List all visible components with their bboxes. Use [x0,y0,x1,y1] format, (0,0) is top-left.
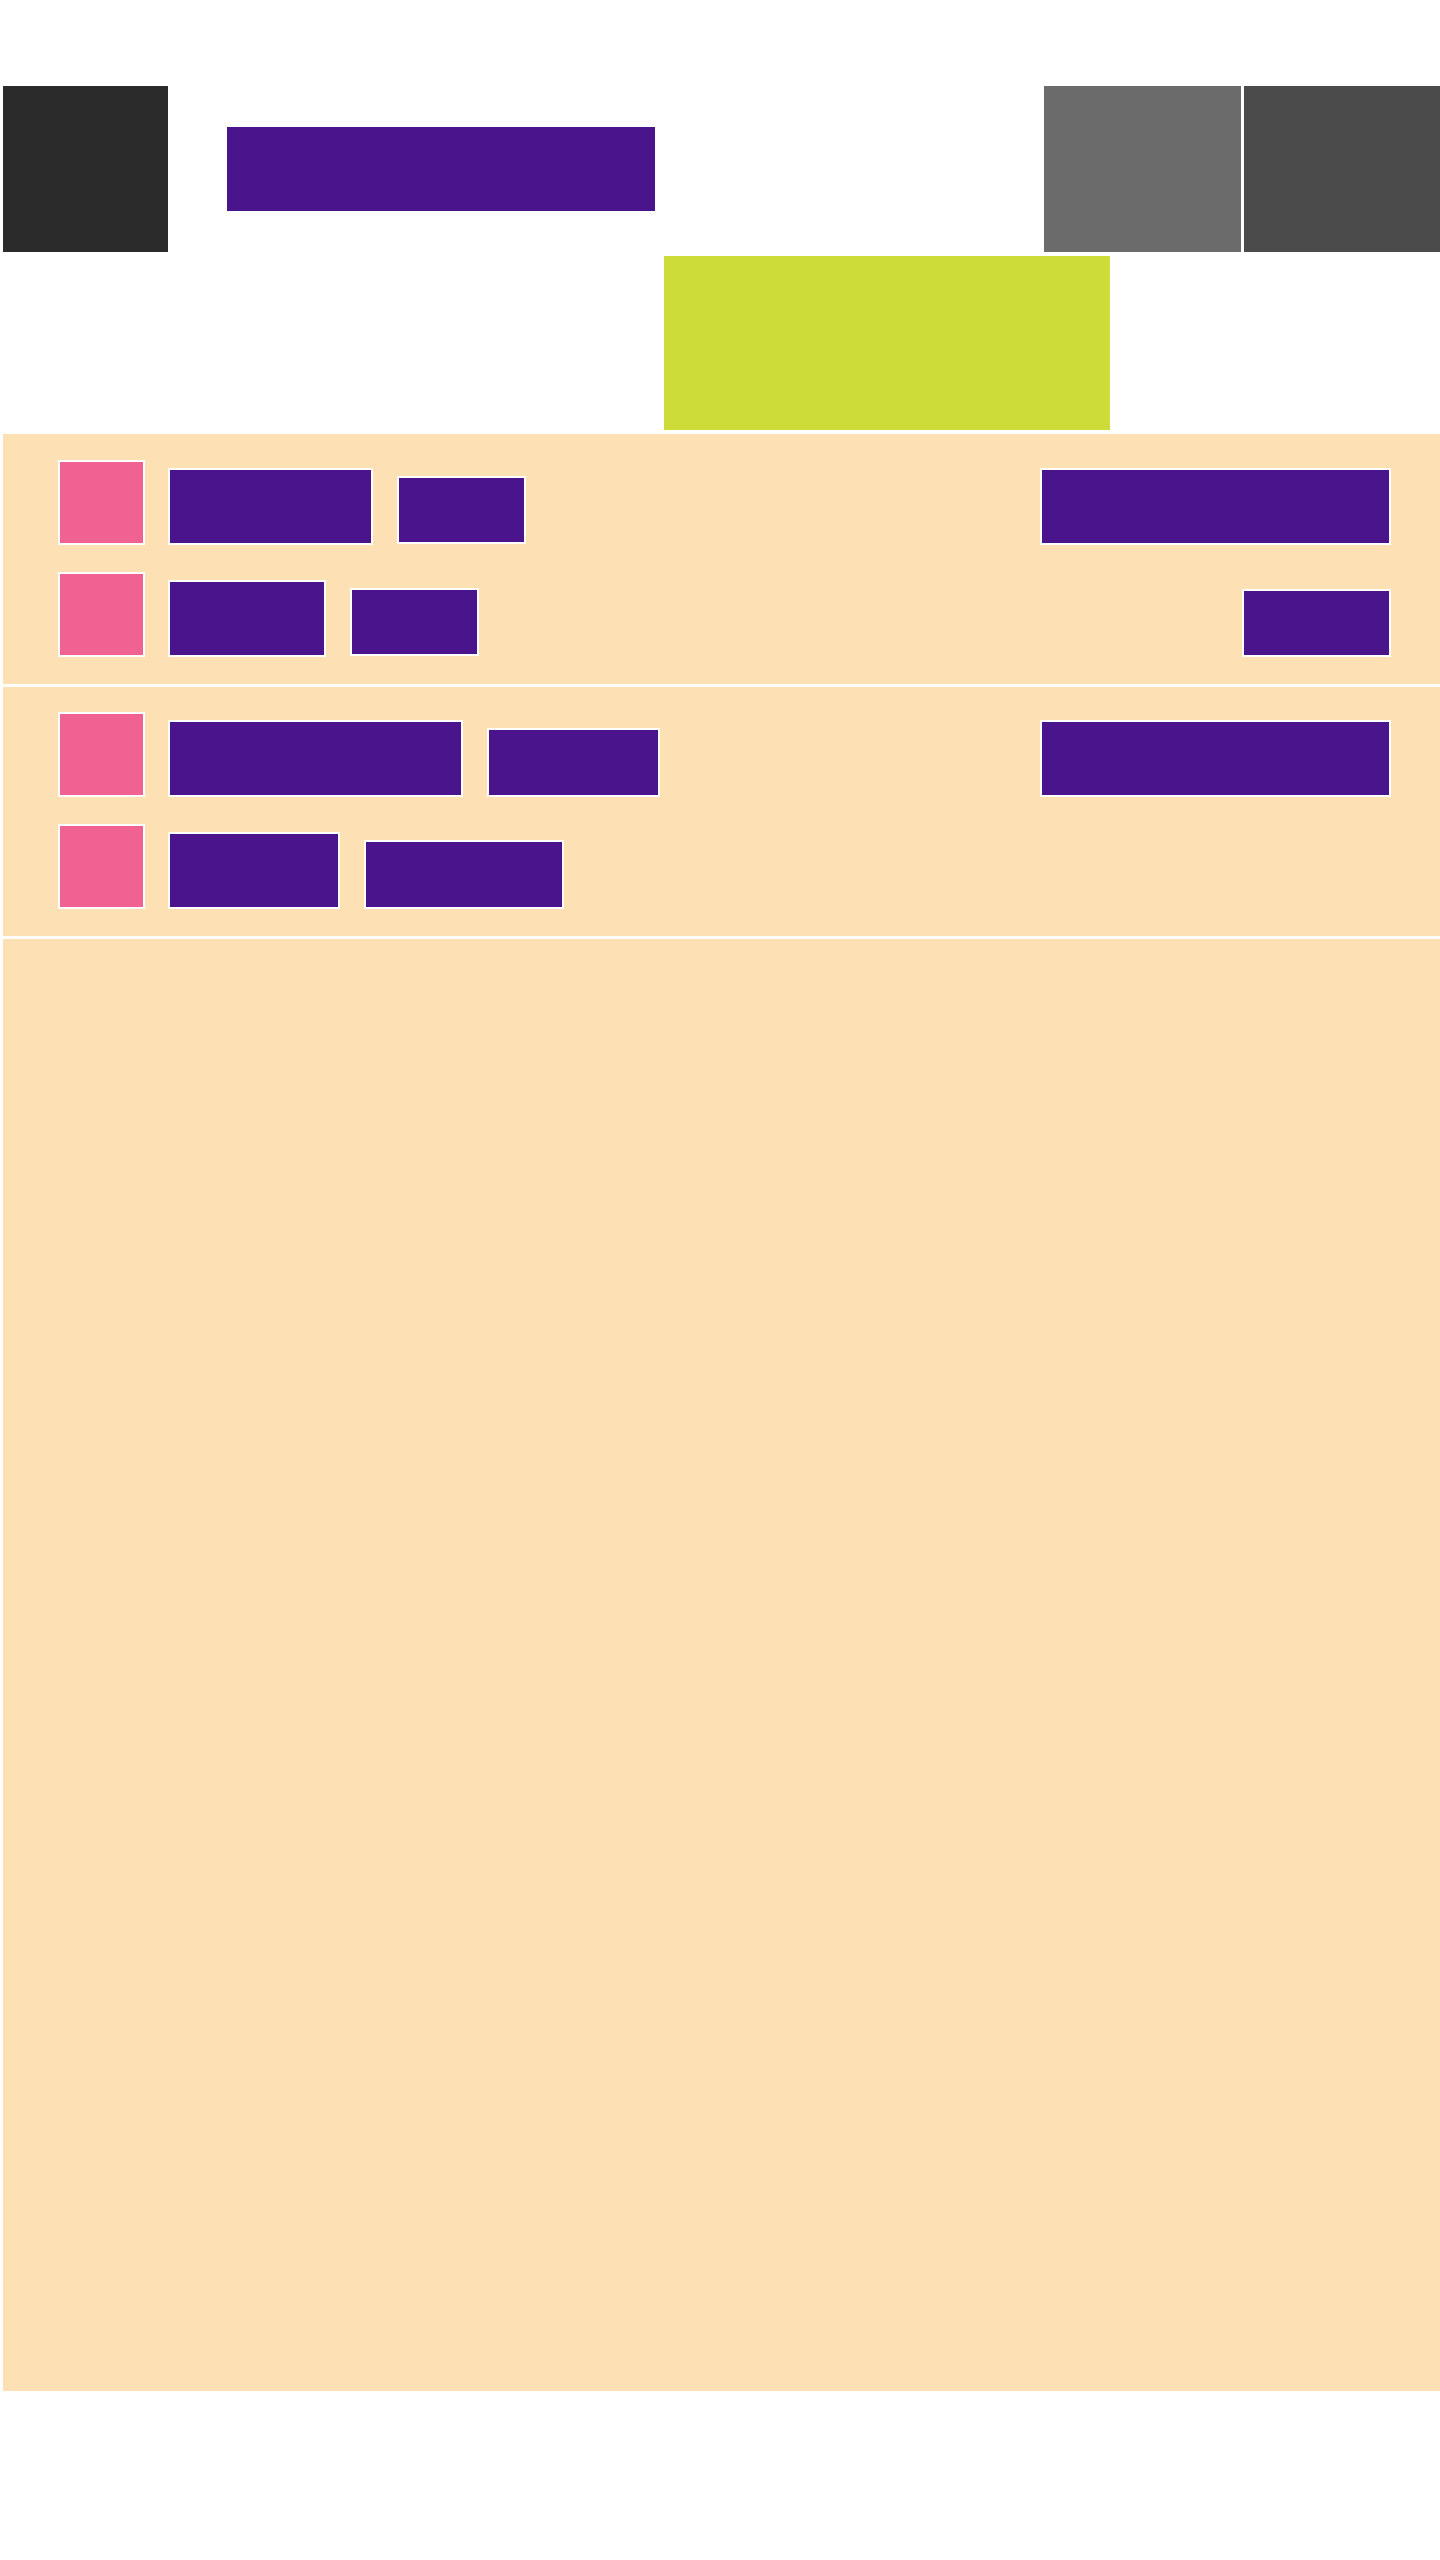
row-name [168,580,326,657]
row-meta [350,588,479,656]
divider [3,684,1440,687]
row-meta [397,476,526,544]
footer-space [0,2391,1440,2560]
row-right-value [1242,589,1391,657]
divider [3,936,1440,939]
avatar[interactable] [58,460,145,545]
page-title [227,127,655,211]
row-right-value [1040,468,1391,545]
avatar[interactable] [58,572,145,657]
action-button-1[interactable] [1044,86,1241,252]
action-button-2[interactable] [1244,86,1440,252]
row-meta [364,840,564,909]
row-meta [487,728,660,797]
avatar[interactable] [58,712,145,797]
row-name [168,720,463,797]
content-panel-3 [3,939,1440,2391]
avatar[interactable] [58,824,145,909]
content-panel-2 [3,687,1440,936]
nav-button[interactable] [3,86,168,252]
highlight-banner[interactable] [664,256,1110,430]
row-name [168,468,373,545]
content-panel-1 [3,434,1440,684]
row-right-value [1040,720,1391,797]
row-name [168,832,340,909]
